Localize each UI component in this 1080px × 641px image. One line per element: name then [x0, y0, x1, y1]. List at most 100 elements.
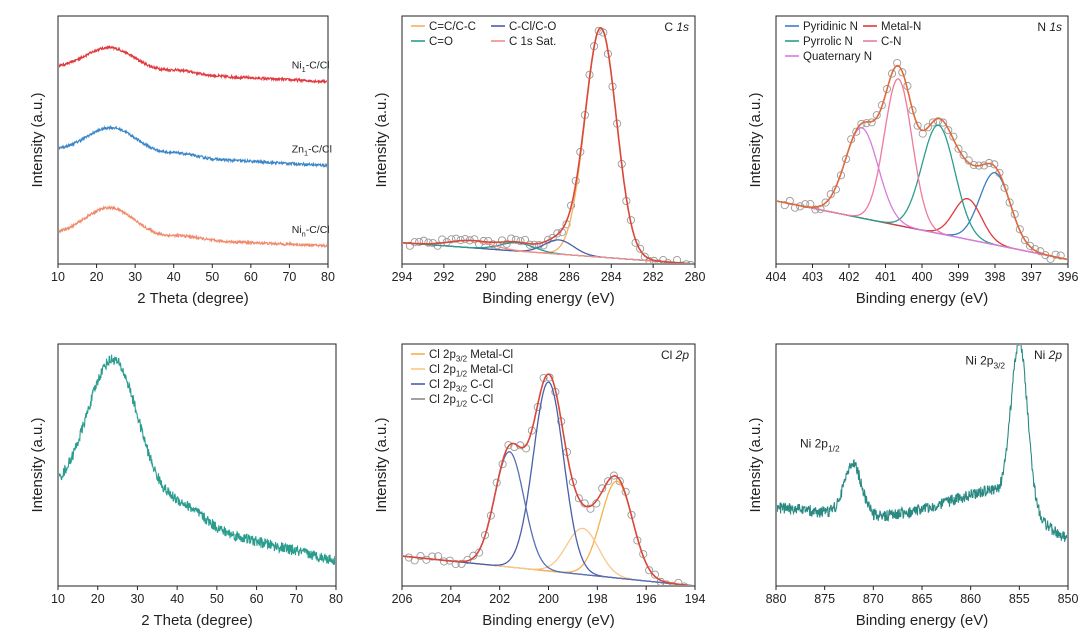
x-tick-label: 284 [601, 270, 622, 284]
data-point [480, 531, 490, 540]
x-tick-label: 404 [766, 270, 787, 284]
panel-ni2p: 880 875 870 865 860 855 850 Binding energy (eV)… [747, 343, 1079, 629]
data-point [553, 229, 562, 238]
corner-label: C 1s [664, 20, 689, 34]
data-point [451, 560, 460, 569]
plot-area [403, 26, 694, 263]
x-axis-label: Binding energy (eV) [482, 612, 615, 629]
data-point [954, 144, 963, 153]
x-axis-label: 2 Theta (degree) [141, 612, 252, 629]
data-point [1020, 236, 1029, 245]
corner-label: N 1s [1037, 20, 1062, 34]
data-point [852, 127, 861, 136]
data-point [985, 158, 994, 168]
legend-entry: Pyrrolic N [803, 36, 853, 48]
plot-area [777, 58, 1067, 263]
x-tick-label: 399 [948, 270, 969, 284]
x-axis-label: 2 Theta (degree) [137, 290, 248, 307]
data-point [877, 101, 886, 110]
panel-cl2p: 206 204 202 200 198 196 194 Binding energy (eV)… [373, 343, 705, 629]
x-axis-label: Binding energy (eV) [856, 612, 989, 629]
data-point [568, 477, 577, 487]
data-point [687, 260, 694, 263]
data-point [928, 118, 938, 127]
data-point [586, 504, 595, 513]
data-point [801, 200, 810, 209]
x-tick-label: 20 [90, 270, 104, 284]
x-axis-label: Binding energy (eV) [482, 290, 615, 307]
legend-entry: C-Cl/C-O [509, 21, 556, 33]
series-line-Ni1-C/Cl [59, 44, 327, 85]
data-point [680, 582, 689, 585]
data-point [1056, 251, 1065, 260]
x-tick-label: 280 [685, 270, 706, 284]
data-point [1015, 225, 1024, 234]
x-tick-label: 290 [475, 270, 496, 284]
x-tick-label: 397 [1021, 270, 1042, 284]
panel-c1s: 294 292 290 288 286 284 282 280 Binding energy (… [373, 15, 706, 307]
plot-frame [57, 15, 329, 265]
x-tick-label: 398 [985, 270, 1006, 284]
x-tick-label: 870 [863, 592, 884, 606]
data-point [574, 494, 583, 503]
data-point [580, 499, 589, 508]
data-point [882, 84, 892, 94]
x-tick-label: 50 [205, 270, 219, 284]
legend: Pyridinic N Metal-N Pyrrolic N C-N Quaternar… [785, 21, 921, 63]
data-point [544, 235, 553, 244]
data-point [1051, 250, 1060, 259]
x-tick-label: 198 [587, 592, 608, 606]
data-point [470, 235, 479, 244]
data-point [416, 552, 425, 561]
y-axis-label: Intensity (a.u.) [373, 417, 390, 512]
legend-entry: Cl 2p1/2 C-Cl [429, 394, 493, 408]
data-point [785, 196, 794, 205]
x-tick-label: 850 [1058, 592, 1079, 606]
corner-label: Cl 2p [661, 348, 689, 362]
data-point [678, 261, 685, 263]
legend-entry: C=O [429, 36, 453, 48]
data-point [780, 201, 789, 210]
x-tick-label: 396 [1058, 270, 1079, 284]
panel-n1s: 404 403 402 401 400 399 398 397 396 Binding energ… [747, 15, 1079, 307]
data-point [469, 551, 478, 560]
legend-entry: Cl 2p1/2 Metal-Cl [429, 364, 513, 378]
panel-xrd1: 10 20 30 40 50 60 70 80 2 Theta (degree) Intensit… [29, 15, 335, 307]
envelope-fit [403, 26, 693, 263]
x-tick-label: 20 [91, 592, 105, 606]
x-tick-label: 401 [875, 270, 896, 284]
series-line-Nin-C/Cl [59, 204, 327, 249]
corner-label: Ni 2p [1034, 348, 1062, 362]
data-point [821, 198, 830, 207]
panel-xrd2: 10 20 30 40 50 60 70 80 2 Theta (degree) Intensit… [29, 343, 343, 629]
envelope-fit [777, 64, 1067, 261]
x-tick-label: 30 [130, 592, 144, 606]
data-point [650, 570, 660, 579]
plot-frame [401, 15, 696, 265]
data-point [672, 255, 682, 263]
data-point [969, 160, 978, 170]
series-line-XRD [59, 354, 335, 565]
x-tick-label: 40 [167, 270, 181, 284]
series-line-Ni 2p [777, 345, 1067, 542]
y-axis-label: Intensity (a.u.) [373, 92, 390, 187]
legend-entry: C-N [881, 36, 901, 48]
plot-area [777, 345, 1067, 542]
peak-annotation: Ni 2p3/2 [965, 354, 1005, 371]
data-point [461, 234, 470, 244]
x-tick-label: 875 [814, 592, 835, 606]
legend-entry: C=C/C-C [429, 21, 476, 33]
x-tick-label: 202 [489, 592, 510, 606]
x-tick-label: 292 [433, 270, 454, 284]
x-tick-label: 70 [289, 592, 303, 606]
y-axis-label: Intensity (a.u.) [29, 417, 46, 512]
x-tick-label: 403 [802, 270, 823, 284]
x-tick-label: 50 [210, 592, 224, 606]
x-tick-label: 204 [440, 592, 461, 606]
data-point [939, 118, 948, 127]
x-tick-label: 282 [643, 270, 664, 284]
legend-entry: Metal-N [881, 21, 921, 33]
legend-entry: Pyridinic N [803, 21, 858, 33]
x-tick-label: 286 [559, 270, 580, 284]
